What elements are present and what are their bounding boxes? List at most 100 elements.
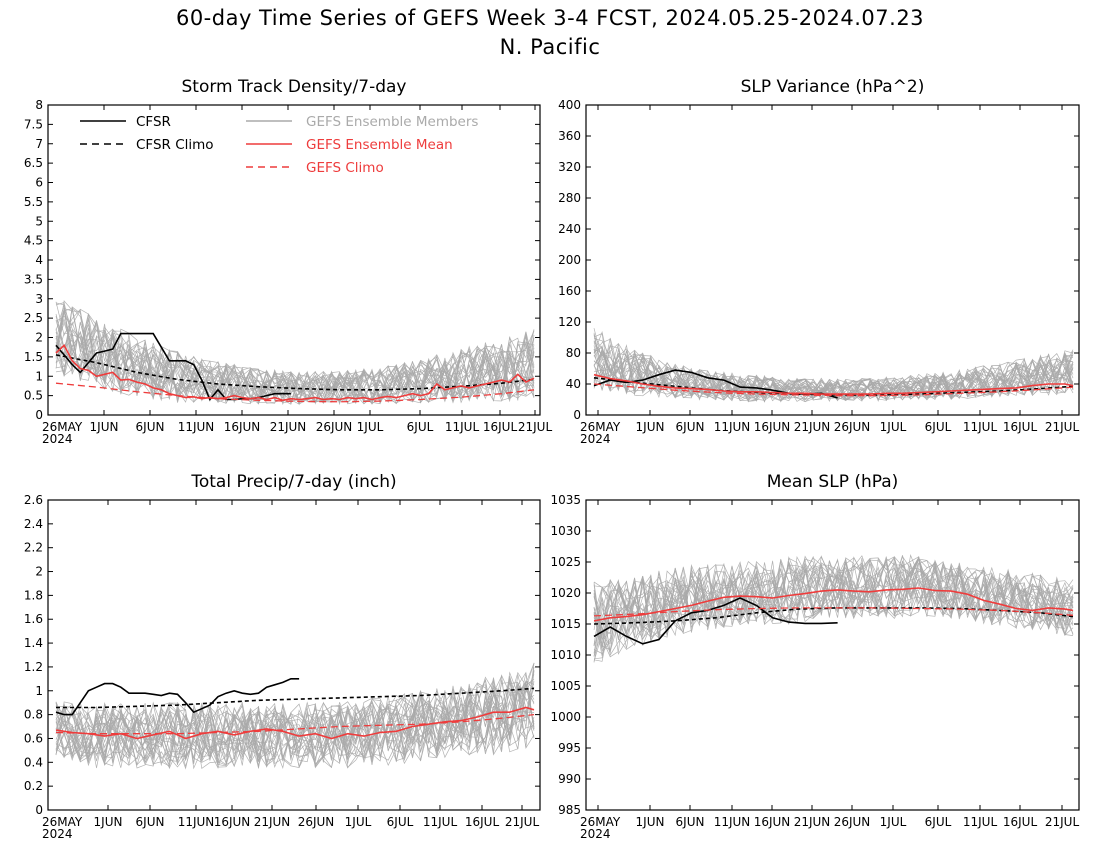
plot-frame — [47, 499, 541, 811]
y-tick-label: 0 — [573, 408, 581, 422]
x-tick-label: 11JUN — [714, 815, 751, 829]
y-tick-label: 5.5 — [24, 195, 43, 209]
x-tick-label: 16JUN — [754, 420, 791, 434]
y-tick-label: 1 — [35, 369, 43, 383]
ensemble-member-line — [593, 560, 1074, 645]
y-tick-label: 2.4 — [24, 517, 43, 531]
chart-title-line2: N. Pacific — [499, 35, 601, 59]
x-tick-label-line: 16JUL — [465, 815, 500, 829]
x-tick-label-line: 1JUN — [636, 815, 665, 829]
x-tick-label-line: 21JUL — [1045, 815, 1080, 829]
chart-main-title: 60-day Time Series of GEFS Week 3-4 FCST… — [0, 4, 1100, 62]
x-tick-label-line: 6JUN — [676, 815, 705, 829]
y-tick-label: 3.5 — [24, 272, 43, 286]
y-tick-label: 1000 — [550, 710, 581, 724]
ensemble-member-line — [55, 671, 535, 770]
x-tick-label: 21JUL — [1045, 420, 1080, 434]
x-tick-label-line: 11JUN — [714, 420, 751, 434]
y-tick-label: 7.5 — [24, 117, 43, 131]
ensemble-member-line — [55, 674, 535, 768]
y-tick-label: 995 — [558, 741, 581, 755]
x-tick-label: 11JUN — [714, 420, 751, 434]
y-tick-label: 0.5 — [24, 389, 43, 403]
x-tick-label: 16JUN — [754, 815, 791, 829]
y-tick-label: 990 — [558, 772, 581, 786]
y-tick-label: 2 — [35, 565, 43, 579]
chart-panel-4: Mean SLP (hPa) 985 990 995 1000 1005 1010 1015 1… — [550, 472, 1080, 841]
y-tick-label: 0.4 — [24, 755, 43, 769]
x-tick-label: 16JUL — [1003, 420, 1038, 434]
x-tick-label-line: 11JUL — [423, 815, 458, 829]
chart-panel-3: Total Precip/7-day (inch)00.20.40.60.811… — [24, 472, 541, 841]
legend: CFSR CFSR Climo GEFS Ensemble Members GEFS … — [80, 114, 478, 176]
x-tick-label-line: 11JUN — [178, 815, 215, 829]
x-tick-label: 16JUN — [214, 815, 251, 829]
y-tick-label: 160 — [558, 284, 581, 298]
series-line-gefs-ensemble-mean — [593, 373, 1074, 395]
x-tick-label-line: 21JUN — [270, 420, 307, 434]
x-tick-label-line: 16JUN — [214, 815, 251, 829]
x-tick-label: 11JUN — [178, 420, 215, 434]
x-tick-label: 26JUN — [834, 420, 871, 434]
legend-label: GEFS Ensemble Mean — [306, 137, 453, 153]
x-tick-label: 1JUL — [880, 420, 907, 434]
panel-title: SLP Variance (hPa^2) — [741, 77, 925, 97]
x-tick-label: 1JUN — [636, 420, 665, 434]
y-tick-label: 0.8 — [24, 708, 43, 722]
y-tick-label: 240 — [558, 222, 581, 236]
x-tick-label: 21JUN — [270, 420, 307, 434]
x-tick-label: 1JUL — [880, 815, 907, 829]
x-tick-label-line: 26JUN — [316, 420, 353, 434]
series-line-gefs-climo — [55, 382, 535, 403]
legend-label: GEFS Climo — [306, 160, 384, 176]
x-tick-label-line: 6JUL — [387, 815, 414, 829]
ensemble-member-line — [55, 320, 535, 405]
x-tick-label: 21JUL — [1045, 815, 1080, 829]
y-tick-label: 3 — [35, 292, 43, 306]
ensemble-member-line — [55, 317, 535, 402]
x-tick-label-line: 11JUL — [963, 420, 998, 434]
y-tick-label: 6.5 — [24, 156, 43, 170]
ensemble-member-line — [593, 564, 1074, 645]
y-tick-label: 1.2 — [24, 660, 43, 674]
x-tick-label: 26JUN — [298, 815, 335, 829]
ensemble-member-line — [55, 313, 535, 404]
chart-panel-1: Storm Track Density/7-day 0 0.5 1 1.5 2 2.5 3 3.… — [24, 77, 553, 446]
ensemble-member-line — [593, 345, 1074, 400]
x-tick-label: 1JUN — [636, 815, 665, 829]
series-line-cfsr-climo — [593, 377, 1074, 396]
series-line-cfsr — [55, 677, 300, 716]
plot-frame — [585, 499, 1080, 811]
x-tick-label-line: 16JUN — [754, 815, 791, 829]
x-tick-label-line: 16JUN — [224, 420, 261, 434]
series-line-gefs-climo — [593, 383, 1074, 397]
x-tick-label: 16JUL — [465, 815, 500, 829]
x-tick-label: 6JUN — [676, 420, 705, 434]
legend-label: CFSR — [136, 114, 171, 130]
panel-title: Storm Track Density/7-day — [182, 77, 407, 97]
ensemble-member-line — [55, 308, 535, 406]
x-tick-label: 21JUL — [518, 420, 553, 434]
y-tick-label: 1.5 — [24, 350, 43, 364]
x-tick-label-line: 16JUN — [754, 420, 791, 434]
series-line-cfsr-climo — [593, 607, 1074, 625]
x-tick-label-line: 26JUN — [834, 420, 871, 434]
y-tick-label: 985 — [558, 803, 581, 817]
y-tick-label: 200 — [558, 253, 581, 267]
x-tick-label-line: 11JUN — [178, 420, 215, 434]
y-tick-label: 1025 — [550, 555, 581, 569]
x-tick-label: 6JUN — [136, 815, 165, 829]
x-tick-label-line: 2024 — [42, 827, 73, 841]
y-tick-label: 1020 — [550, 586, 581, 600]
x-tick-label: 6JUL — [925, 815, 952, 829]
x-tick-label: 16JUL — [1003, 815, 1038, 829]
y-tick-label: 7 — [35, 137, 43, 151]
legend-label: CFSR Climo — [136, 137, 214, 153]
x-tick-label-line: 16JUL — [1003, 420, 1038, 434]
x-tick-label-line: 21JUN — [794, 815, 831, 829]
x-tick-label: 6JUL — [407, 420, 434, 434]
x-tick-label: 11JUN — [178, 815, 215, 829]
x-tick-label: 21JUN — [794, 420, 831, 434]
x-tick-label: 1JUN — [94, 815, 123, 829]
